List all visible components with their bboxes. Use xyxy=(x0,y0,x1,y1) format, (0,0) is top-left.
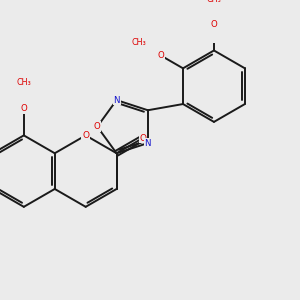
Text: O: O xyxy=(211,20,217,29)
Text: O: O xyxy=(82,131,89,140)
Text: O: O xyxy=(94,122,101,131)
Text: O: O xyxy=(140,134,146,142)
Text: N: N xyxy=(113,96,120,105)
Text: O: O xyxy=(158,51,164,60)
Text: CH₃: CH₃ xyxy=(207,0,221,4)
Text: O: O xyxy=(20,104,27,113)
Text: CH₃: CH₃ xyxy=(132,38,146,47)
Text: N: N xyxy=(145,139,151,148)
Text: CH₃: CH₃ xyxy=(16,78,31,87)
